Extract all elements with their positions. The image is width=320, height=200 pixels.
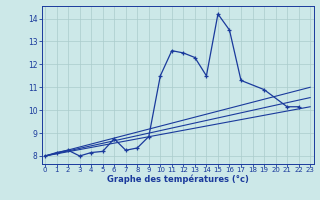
X-axis label: Graphe des températures (°c): Graphe des températures (°c) xyxy=(107,175,249,184)
